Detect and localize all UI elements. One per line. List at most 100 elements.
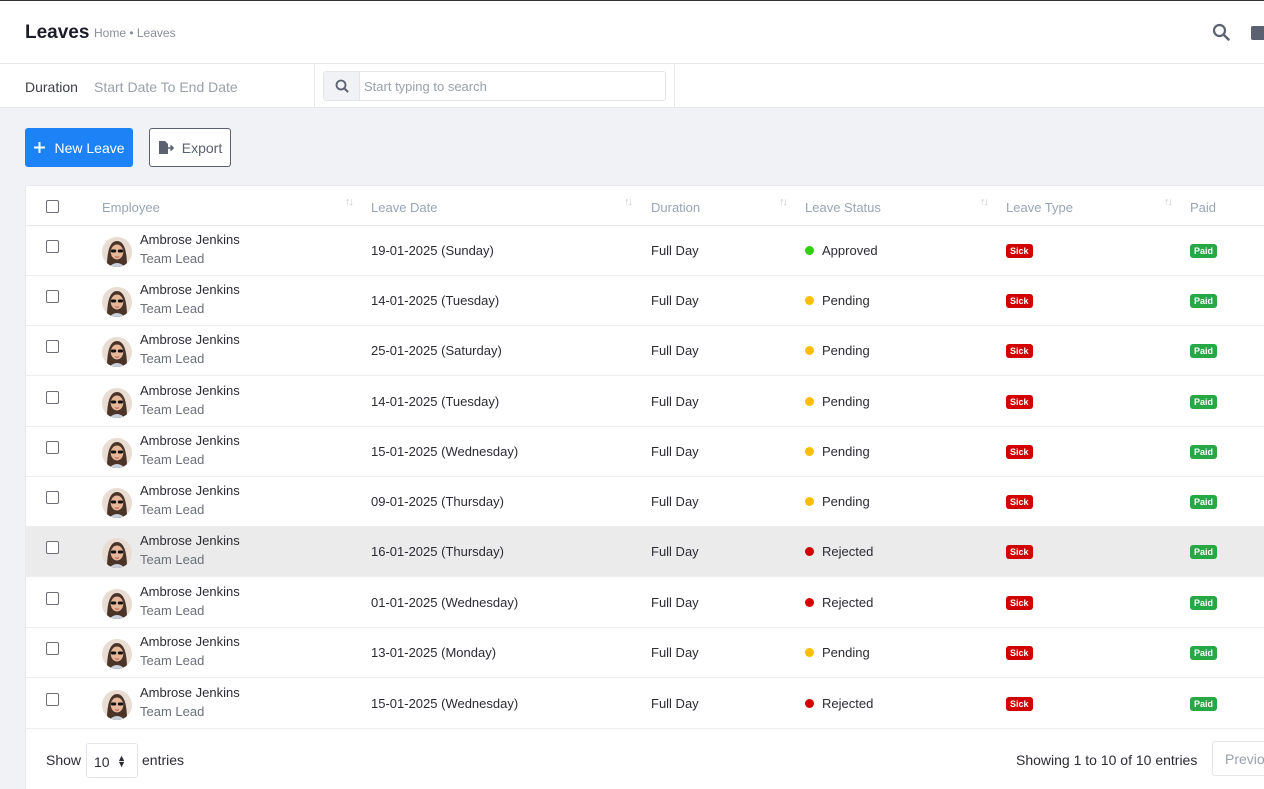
select-all-checkbox[interactable] — [46, 200, 59, 213]
table-row[interactable]: Ambrose Jenkins Team Lead 25-01-2025 (Sa… — [26, 326, 1264, 376]
leave-status[interactable]: Pending — [822, 394, 870, 409]
leave-duration: Full Day — [651, 645, 699, 660]
paid-badge: Paid — [1190, 545, 1218, 559]
avatar[interactable] — [102, 690, 132, 720]
leave-status[interactable]: Pending — [822, 494, 870, 509]
leave-status[interactable]: Pending — [822, 645, 870, 660]
breadcrumb[interactable]: Home • Leaves — [94, 26, 176, 40]
avatar[interactable] — [102, 388, 132, 418]
paid-badge: Paid — [1190, 445, 1218, 459]
entries-label: entries — [142, 752, 185, 768]
status-dot — [805, 699, 814, 708]
row-checkbox[interactable] — [46, 240, 59, 253]
column-header-paid[interactable]: Paid — [1190, 200, 1217, 215]
employee-name[interactable]: Ambrose Jenkins — [140, 483, 240, 498]
table-row[interactable]: Ambrose Jenkins Team Lead 19-01-2025 (Su… — [26, 226, 1264, 276]
column-header-leave-status[interactable]: Leave Status — [805, 200, 881, 215]
table-row[interactable]: Ambrose Jenkins Team Lead 09-01-2025 (Th… — [26, 477, 1264, 527]
status-dot — [805, 346, 814, 355]
new-leave-button[interactable]: New Leave — [25, 128, 133, 167]
employee-name[interactable]: Ambrose Jenkins — [140, 433, 240, 448]
column-header-duration[interactable]: Duration — [651, 200, 701, 215]
pagination-info: Showing 1 to 10 of 10 entries — [1016, 752, 1198, 768]
search-input[interactable] — [364, 77, 659, 95]
avatar[interactable] — [102, 237, 132, 267]
leave-status[interactable]: Pending — [822, 293, 870, 308]
page-title: Leaves — [25, 22, 90, 43]
export-icon — [158, 141, 174, 154]
avatar[interactable] — [102, 438, 132, 468]
leave-type-badge: Sick — [1006, 646, 1033, 660]
new-leave-label: New Leave — [54, 139, 125, 156]
employee-name[interactable]: Ambrose Jenkins — [140, 332, 240, 347]
leave-status[interactable]: Approved — [822, 243, 878, 258]
previous-page-button[interactable]: Previous — [1212, 741, 1264, 776]
avatar[interactable] — [102, 337, 132, 367]
search-box[interactable] — [323, 71, 666, 101]
export-button[interactable]: Export — [149, 128, 231, 167]
table-row[interactable]: Ambrose Jenkins Team Lead 15-01-2025 (We… — [26, 679, 1264, 729]
employee-name[interactable]: Ambrose Jenkins — [140, 232, 240, 247]
avatar[interactable] — [102, 639, 132, 669]
leave-date: 13-01-2025 (Monday) — [371, 645, 497, 660]
table-row[interactable]: Ambrose Jenkins Team Lead 14-01-2025 (Tu… — [26, 276, 1264, 326]
avatar[interactable] — [102, 589, 132, 619]
leave-type-badge: Sick — [1006, 596, 1033, 610]
avatar[interactable] — [102, 488, 132, 518]
row-checkbox[interactable] — [46, 441, 59, 454]
export-label: Export — [181, 139, 223, 156]
more-icon[interactable] — [1251, 26, 1264, 40]
leave-duration: Full Day — [651, 595, 699, 610]
leave-status[interactable]: Pending — [822, 444, 870, 459]
row-checkbox[interactable] — [46, 693, 59, 706]
employee-name[interactable]: Ambrose Jenkins — [140, 685, 240, 700]
sort-icon[interactable]: ↑↓ — [980, 196, 989, 208]
table-row[interactable]: Ambrose Jenkins Team Lead 15-01-2025 (We… — [26, 427, 1264, 477]
paid-badge: Paid — [1190, 294, 1218, 308]
top-bar: Leaves Home • Leaves — [0, 0, 1264, 64]
paid-badge: Paid — [1190, 646, 1218, 660]
leaves-table-card: Employee ↑↓ Leave Date ↑↓ Duration ↑↓ Le… — [25, 185, 1264, 789]
employee-name[interactable]: Ambrose Jenkins — [140, 634, 240, 649]
row-checkbox[interactable] — [46, 340, 59, 353]
leave-type-badge: Sick — [1006, 244, 1033, 258]
leave-status[interactable]: Rejected — [822, 544, 874, 559]
page-size-select[interactable]: 10 ▲ ▼ — [86, 743, 138, 778]
avatar[interactable] — [102, 287, 132, 317]
employee-role: Team Lead — [140, 653, 205, 668]
duration-label: Duration — [25, 79, 78, 95]
employee-name[interactable]: Ambrose Jenkins — [140, 383, 240, 398]
employee-role: Team Lead — [140, 251, 205, 266]
leave-status[interactable]: Rejected — [822, 595, 874, 610]
filter-divider — [314, 64, 315, 108]
table-row[interactable]: Ambrose Jenkins Team Lead 14-01-2025 (Tu… — [26, 377, 1264, 427]
search-icon[interactable] — [1212, 23, 1230, 41]
sort-icon[interactable]: ↑↓ — [345, 196, 354, 208]
column-header-leave-type[interactable]: Leave Type — [1006, 200, 1073, 215]
leave-status[interactable]: Rejected — [822, 696, 874, 711]
leave-date: 14-01-2025 (Tuesday) — [371, 394, 500, 409]
duration-date-range[interactable]: Start Date To End Date — [94, 79, 238, 95]
table-row[interactable]: Ambrose Jenkins Team Lead 16-01-2025 (Th… — [26, 527, 1264, 577]
table-row[interactable]: Ambrose Jenkins Team Lead 01-01-2025 (We… — [26, 578, 1264, 628]
column-header-employee[interactable]: Employee — [102, 200, 160, 215]
leave-date: 14-01-2025 (Tuesday) — [371, 293, 500, 308]
row-checkbox[interactable] — [46, 541, 59, 554]
sort-icon[interactable]: ↑↓ — [779, 196, 788, 208]
table-row[interactable]: Ambrose Jenkins Team Lead 13-01-2025 (Mo… — [26, 628, 1264, 678]
employee-name[interactable]: Ambrose Jenkins — [140, 584, 240, 599]
row-checkbox[interactable] — [46, 491, 59, 504]
leave-type-badge: Sick — [1006, 344, 1033, 358]
leave-status[interactable]: Pending — [822, 343, 870, 358]
employee-name[interactable]: Ambrose Jenkins — [140, 533, 240, 548]
row-checkbox[interactable] — [46, 290, 59, 303]
avatar[interactable] — [102, 538, 132, 568]
leave-type-badge: Sick — [1006, 545, 1033, 559]
row-checkbox[interactable] — [46, 391, 59, 404]
employee-name[interactable]: Ambrose Jenkins — [140, 282, 240, 297]
sort-icon[interactable]: ↑↓ — [1164, 196, 1173, 208]
column-header-leave-date[interactable]: Leave Date — [371, 200, 438, 215]
row-checkbox[interactable] — [46, 592, 59, 605]
sort-icon[interactable]: ↑↓ — [624, 196, 633, 208]
row-checkbox[interactable] — [46, 642, 59, 655]
